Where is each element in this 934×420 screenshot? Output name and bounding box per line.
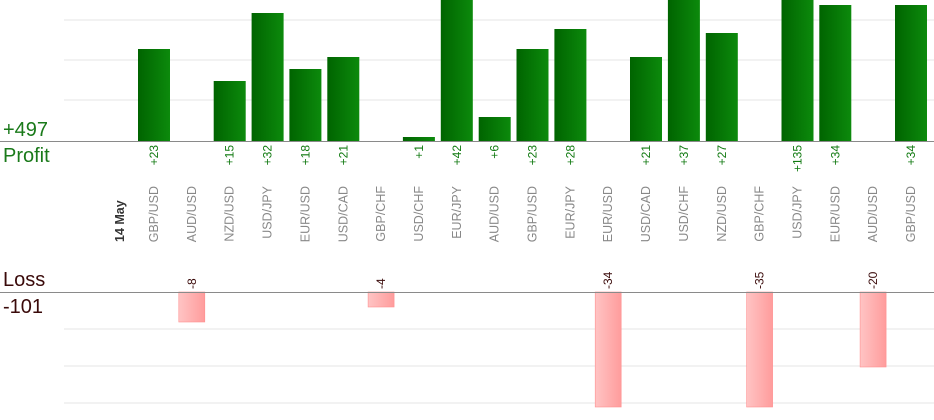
profit-value-label: +6 [488,145,502,159]
profit-bar [402,137,435,141]
category-tick-label: NZD/USD [223,186,237,242]
profit-bar [251,13,284,141]
category-tick-label: GBP/USD [904,186,918,242]
category-tick-label: USD/CHF [677,186,691,242]
category-tick-label: USD/CHF [412,186,426,242]
profit-value-label: +18 [298,145,312,166]
profit-value-label: +23 [147,145,161,166]
category-tick-label: AUD/USD [866,186,880,242]
category-tick-label: USD/JPY [261,185,275,238]
loss-label: Loss [3,269,46,291]
loss-bar [178,291,206,323]
profit-value-label: +1 [412,145,426,159]
profit-bar [705,33,738,141]
category-tick-label: USD/CAD [639,186,653,242]
profit-value-label: +15 [223,145,237,166]
axes [0,141,934,293]
loss-bar [859,291,887,368]
profit-bar [630,57,662,141]
profit-bar [478,117,511,141]
profit-value-label: +34 [904,145,918,166]
profit-value-label: +21 [336,145,350,166]
profit-bar [440,0,473,141]
category-tick-label: GBP/USD [147,186,161,242]
profit-value-label: +135 [791,145,805,172]
bars [138,0,927,408]
profit-bar [289,69,322,141]
category-tick-label: EUR/JPY [450,185,464,238]
category-tick-label: USD/CAD [336,186,350,242]
profit-value-label: +23 [526,145,540,166]
profit-bar [516,49,549,141]
category-tick-label: GBP/CHF [374,186,388,242]
profit-value-label: +37 [677,145,691,166]
category-tick-label: EUR/USD [298,186,312,242]
profit-value-label: +28 [563,145,577,166]
category-tick-label: NZD/USD [715,186,729,242]
profit-total: +497 [3,119,49,141]
profit-bar [819,5,852,141]
profit-bar [138,49,170,141]
loss-value-label: -35 [753,271,767,289]
loss-bar [746,291,773,408]
loss-total: -101 [3,296,44,318]
profit-bar [213,81,246,141]
profit-bar [327,57,360,141]
profit-bar [667,0,700,141]
profit-bar [781,0,814,141]
profit-bar [554,29,587,141]
profit-label: Profit [3,145,50,167]
category-tick-label: EUR/USD [828,186,842,242]
date-label: 14 May [113,200,127,242]
category-tick-label: GBP/USD [526,186,540,242]
category-tick-label: USD/JPY [791,185,805,238]
profit-bar [895,5,927,141]
profit-value-label: +42 [450,145,464,166]
profit-value-label: +34 [828,145,842,166]
profit-value-label: +27 [715,145,729,166]
loss-value-label: -4 [374,278,388,289]
loss-value-label: -8 [185,278,199,289]
category-tick-label: EUR/USD [601,186,615,242]
loss-bar [594,291,622,408]
loss-value-label: -20 [866,271,880,289]
category-tick-label: GBP/CHF [753,186,767,242]
labels: 14 May +23 GBP/USD -8 AUD/USD +15 NZD/USD +32 US… [113,145,918,289]
profit-value-label: +21 [639,145,653,166]
loss-bar [367,291,395,308]
category-tick-label: AUD/USD [185,186,199,242]
loss-value-label: -34 [601,271,615,289]
category-tick-label: AUD/USD [488,186,502,242]
category-tick-label: EUR/JPY [563,185,577,238]
profit-value-label: +32 [261,145,275,166]
